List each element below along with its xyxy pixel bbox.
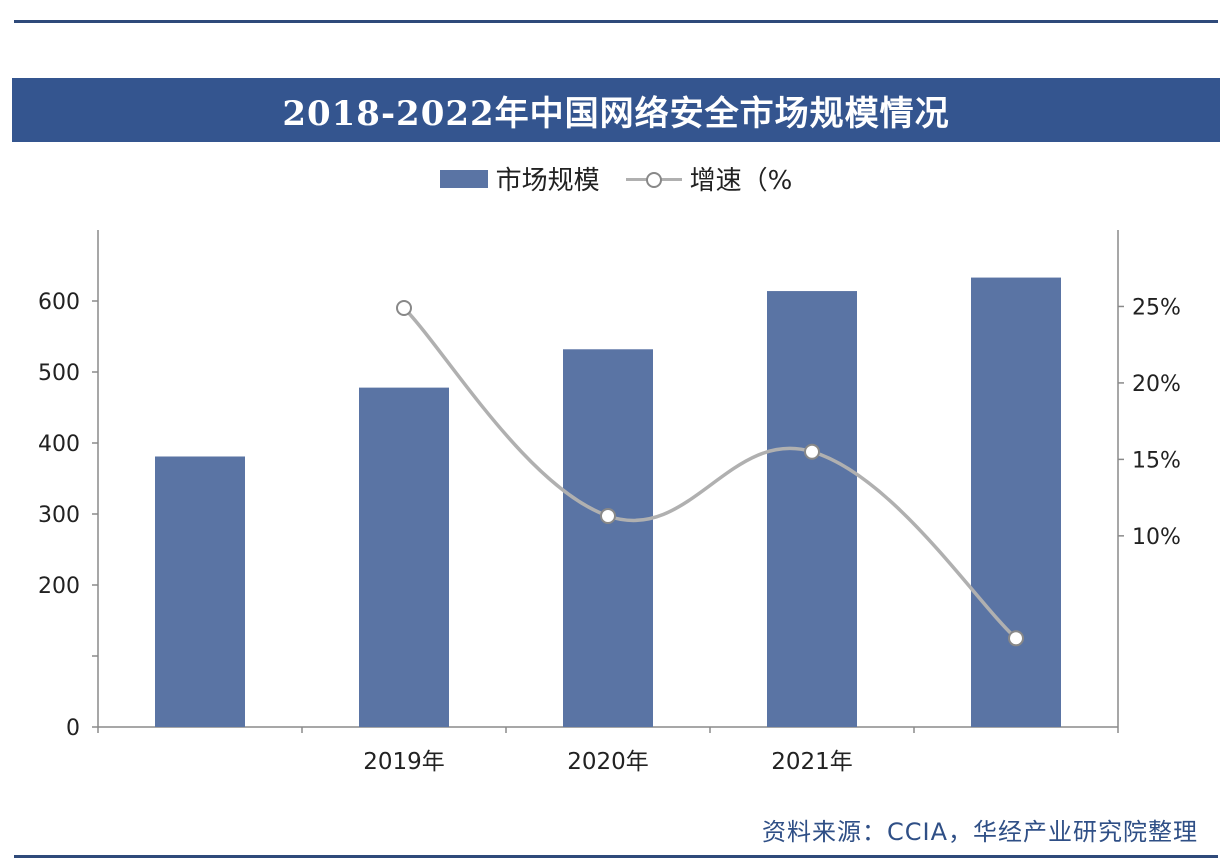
growth-point [804, 443, 820, 460]
bar [359, 387, 449, 727]
legend-bar-swatch [439, 169, 488, 188]
x-tick-label: 2020年 [567, 749, 649, 775]
legend-line-label: 增速（% [689, 166, 793, 196]
title-bar: 2018-2022年中国网络安全市场规模情况 [12, 78, 1220, 142]
bar [971, 277, 1061, 727]
legend-line-swatch [625, 170, 682, 188]
growth-point [1008, 630, 1024, 647]
y-left-tick-label: 400 [38, 432, 80, 457]
chart-title: 2018-2022年中国网络安全市场规模情况 [282, 93, 950, 134]
legend-item-line: 增速（% [625, 160, 793, 197]
y-left-tick-label: 200 [38, 574, 80, 599]
y-left-tick-label: 300 [38, 503, 80, 528]
y-right-tick-label: 25% [1132, 295, 1181, 320]
y-left-tick-label: 600 [38, 290, 80, 315]
y-right-tick-label: 10% [1132, 525, 1181, 550]
bar [563, 349, 653, 727]
x-tick-label: 2021年 [771, 749, 853, 775]
top-rule [14, 20, 1218, 23]
bottom-rule [14, 855, 1218, 858]
source-note: 资料来源：CCIA，华经产业研究院整理 [761, 818, 1198, 846]
legend-bar-label: 市场规模 [495, 166, 600, 196]
y-left-tick-label: 500 [38, 361, 80, 386]
growth-point [600, 507, 616, 524]
x-tick-label: 2019年 [363, 749, 445, 775]
legend: 市场规模 增速（% [0, 160, 1232, 197]
y-left-tick-label: 0 [66, 716, 80, 741]
growth-point [396, 299, 412, 316]
bar [767, 291, 857, 727]
bar [155, 456, 245, 727]
y-right-tick-label: 20% [1132, 372, 1181, 397]
y-right-tick-label: 15% [1132, 448, 1181, 473]
legend-item-bar: 市场规模 [439, 160, 600, 197]
growth-line [402, 306, 1018, 640]
